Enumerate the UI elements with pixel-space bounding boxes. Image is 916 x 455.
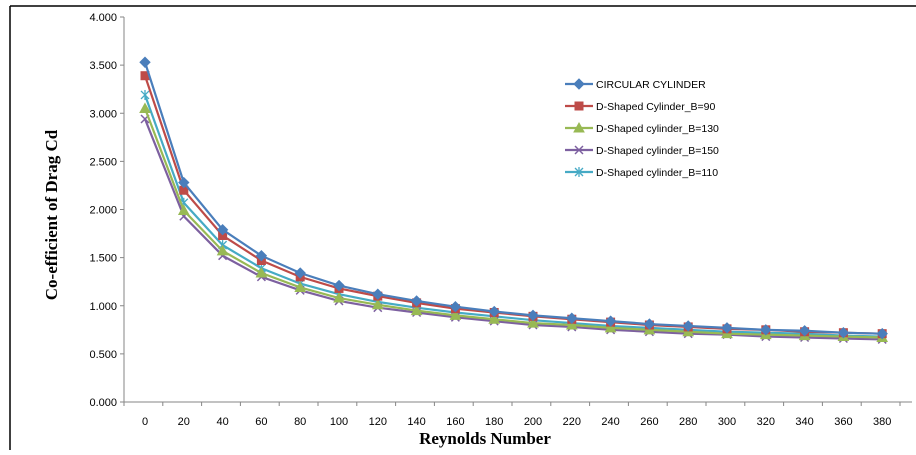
series-line: [143, 94, 883, 338]
data-point: [643, 318, 656, 330]
data-point: [449, 301, 462, 313]
legend-swatch-marker: [573, 78, 585, 90]
legend-swatch-marker: [573, 121, 585, 133]
x-axis-title: Reynolds Number: [419, 429, 551, 448]
x-tick-label: 0: [142, 416, 148, 428]
y-tick-label: 1.500: [89, 253, 117, 265]
x-tick-label: 340: [795, 416, 813, 428]
data-point: [216, 224, 229, 236]
data-point: [372, 288, 384, 300]
x-tick-label: 120: [369, 416, 387, 428]
data-point: [294, 281, 307, 292]
y-tick-label: 0.000: [89, 397, 117, 409]
x-tick-label: 380: [873, 416, 891, 428]
legend-item: D-Shaped Cylinder_B=90: [565, 101, 716, 113]
legend-item: CIRCULAR CYLINDER: [565, 78, 706, 91]
data-point: [760, 324, 772, 336]
y-tick-label: 2.000: [89, 205, 117, 217]
x-tick-label: 300: [718, 416, 736, 428]
series-line: [143, 108, 883, 339]
x-tick-label: 180: [485, 416, 503, 428]
x-tick-label: 220: [563, 416, 581, 428]
x-tick-label: 100: [330, 416, 348, 428]
data-point: [604, 315, 617, 327]
data-point: [566, 312, 578, 324]
data-point: [527, 317, 539, 328]
data-point: [410, 304, 423, 316]
series-4: [140, 114, 887, 344]
data-point: [371, 298, 384, 310]
data-point: [604, 321, 617, 333]
data-point: [798, 325, 811, 337]
legend-item: D-Shaped cylinder_B=150: [565, 145, 719, 157]
data-point: [565, 318, 578, 330]
data-point: [294, 267, 306, 279]
series-5: [140, 89, 887, 342]
legend-label: CIRCULAR CYLINDER: [596, 79, 706, 91]
series-3: [139, 102, 889, 343]
data-point: [876, 327, 888, 340]
y-tick-label: 3.000: [89, 108, 117, 120]
y-tick-label: 2.500: [89, 156, 117, 168]
x-tick-label: 280: [679, 416, 697, 428]
x-tick-label: 200: [524, 416, 542, 428]
x-tick-label: 80: [294, 416, 306, 428]
series-1: [139, 56, 888, 340]
x-tick-label: 60: [255, 416, 267, 428]
y-tick-label: 1.000: [89, 301, 117, 313]
data-point: [255, 266, 268, 278]
y-tick-label: 3.500: [89, 60, 117, 72]
legend-item: D-Shaped cylinder_B=130: [565, 121, 719, 135]
data-point: [527, 309, 539, 322]
data-point: [488, 313, 501, 324]
data-point: [139, 56, 151, 68]
data-point: [140, 89, 150, 100]
series-line: [143, 118, 883, 341]
series-2: [140, 71, 887, 339]
data-point: [488, 305, 500, 318]
x-tick-label: 260: [640, 416, 658, 428]
x-tick-label: 160: [446, 416, 464, 428]
legend-label: D-Shaped Cylinder_B=90: [596, 101, 716, 113]
x-tick-label: 320: [757, 416, 775, 428]
legend-swatch-marker: [574, 167, 584, 177]
data-point: [255, 249, 268, 262]
x-tick-label: 240: [601, 416, 619, 428]
data-point: [837, 326, 850, 339]
series-line: [143, 61, 883, 335]
y-tick-label: 4.000: [89, 12, 117, 24]
x-tick-label: 140: [407, 416, 425, 428]
series-line: [143, 75, 883, 335]
data-point: [410, 295, 423, 307]
x-tick-label: 360: [834, 416, 852, 428]
x-tick-label: 20: [178, 416, 190, 428]
legend-swatch-marker: [574, 145, 584, 155]
legend-item: D-Shaped cylinder_B=110: [565, 167, 718, 179]
legend-swatch-marker: [574, 101, 584, 111]
data-point: [177, 204, 190, 215]
data-point: [333, 292, 345, 303]
y-tick-label: 0.500: [89, 349, 117, 361]
data-point: [721, 322, 733, 334]
data-point: [139, 102, 151, 113]
data-point: [449, 309, 462, 320]
data-point: [682, 320, 694, 332]
legend-label: D-Shaped cylinder_B=150: [596, 145, 719, 157]
legend-label: D-Shaped cylinder_B=130: [596, 123, 719, 135]
x-tick-label: 40: [216, 416, 228, 428]
data-point: [216, 244, 229, 256]
data-point: [178, 176, 190, 189]
y-axis-title: Co-efficient of Drag Cd: [42, 129, 61, 300]
data-point: [333, 279, 345, 292]
legend-label: D-Shaped cylinder_B=110: [596, 167, 718, 179]
